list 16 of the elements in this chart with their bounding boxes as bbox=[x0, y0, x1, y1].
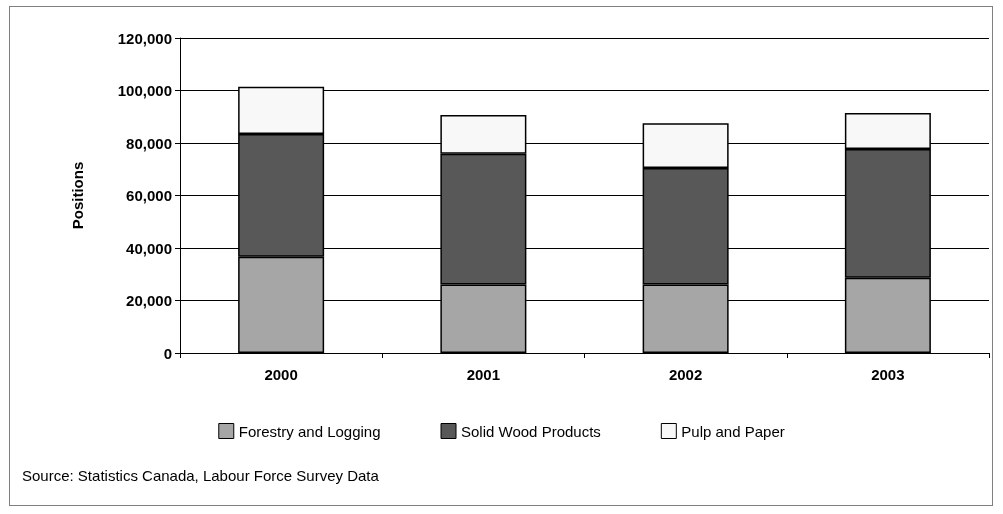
x-tick-label: 2001 bbox=[466, 366, 501, 383]
y-tick-label: 60,000 bbox=[126, 187, 172, 204]
y-tick-label: 20,000 bbox=[126, 292, 172, 309]
x-tick-label: 2002 bbox=[668, 366, 703, 383]
y-tick-label: 40,000 bbox=[126, 239, 172, 257]
y-axis-title: Positions bbox=[69, 161, 86, 230]
legend-label: Solid Wood Products bbox=[461, 422, 601, 440]
y-tick-label: 120,000 bbox=[117, 29, 172, 47]
y-tick-label: 100,000 bbox=[117, 82, 172, 99]
y-tick-label: 0 bbox=[163, 344, 172, 362]
x-tick-label: 2003 bbox=[871, 366, 905, 383]
source-note: Source: Statistics Canada, Labour Force Survey Data bbox=[22, 467, 380, 484]
legend-label: Forestry and Logging bbox=[238, 422, 381, 440]
y-tick-label: 80,000 bbox=[126, 134, 172, 152]
legend-label: Pulp and Paper bbox=[681, 422, 785, 440]
x-tick-label: 2000 bbox=[264, 366, 298, 383]
